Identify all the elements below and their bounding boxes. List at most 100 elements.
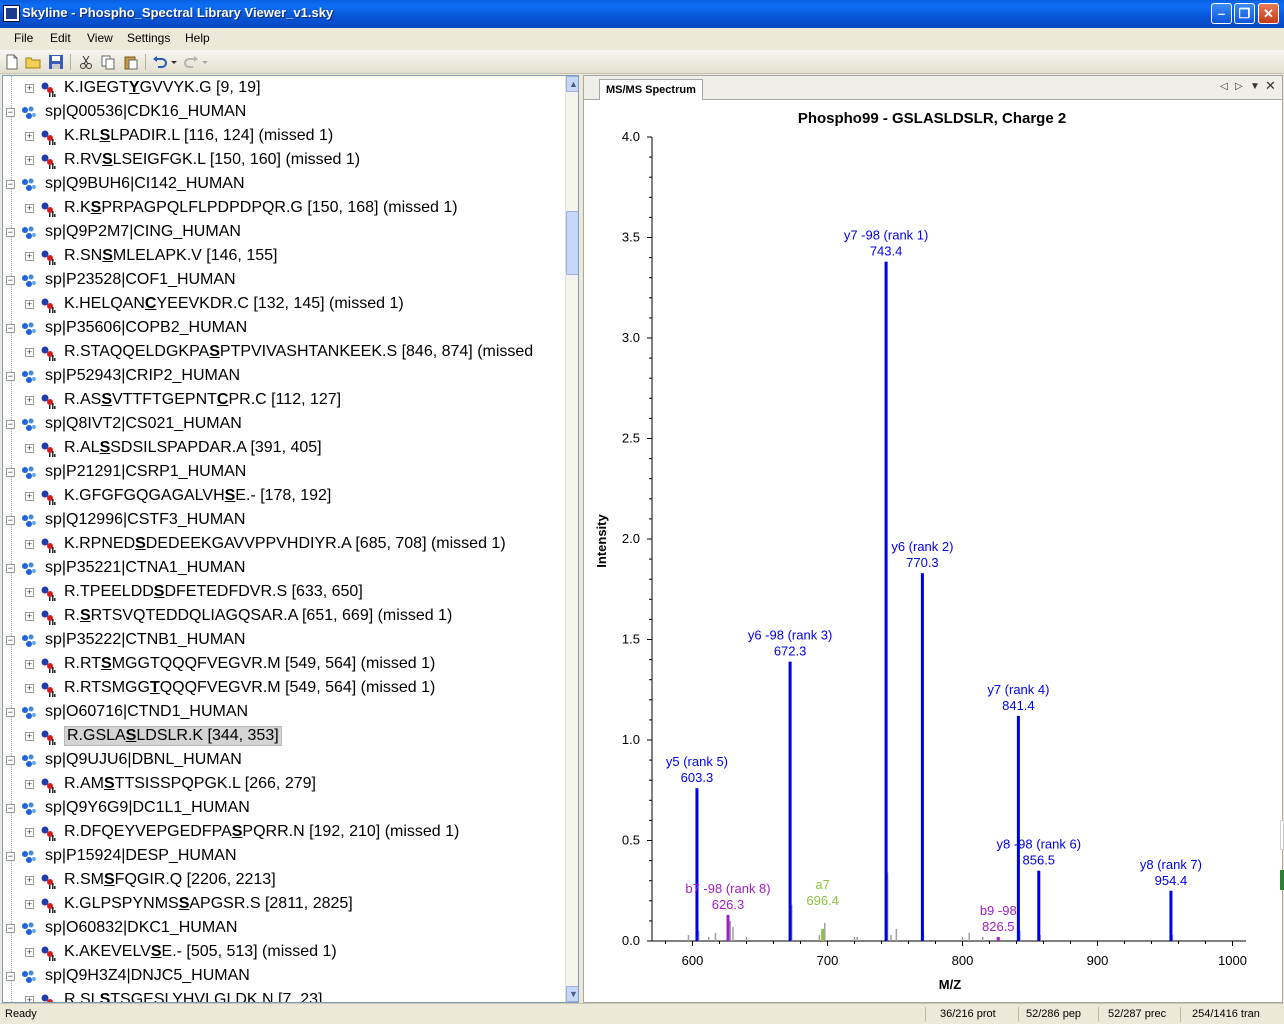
expand-icon[interactable]: +	[25, 947, 34, 957]
tree-peptide-row[interactable]: + R.TPEELDDSDFETEDFDVR.S [633, 650]	[3, 581, 563, 605]
expand-icon[interactable]: +	[25, 611, 34, 621]
tree-peptide-row[interactable]: + R.ALSSDSILSPAPDAR.A [391, 405]	[3, 437, 563, 461]
spectrum-chart[interactable]: Phospho99 - GSLASLDSLR, Charge 2 0.0 0.5 1.…	[584, 101, 1282, 1001]
targets-tree[interactable]: + K.IGEGTYGVVYK.G [9, 19] − sp|Q00536|CDK16…	[2, 75, 579, 1003]
tree-protein-row[interactable]: − sp|P21291|CSRP1_HUMAN	[3, 461, 563, 485]
tab-close-icon[interactable]: ✕	[1265, 78, 1276, 93]
expand-icon[interactable]: +	[25, 347, 34, 357]
tree-protein-row[interactable]: − sp|Q9Y6G9|DC1L1_HUMAN	[3, 797, 563, 821]
collapse-icon[interactable]: −	[6, 635, 15, 645]
collapse-icon[interactable]: −	[6, 803, 15, 813]
copy-icon[interactable]	[100, 54, 116, 70]
tree-peptide-row[interactable]: + R.AMSTTSISSPQPGK.L [266, 279]	[3, 773, 563, 797]
pane-splitter[interactable]	[579, 75, 583, 1003]
collapse-icon[interactable]: −	[6, 323, 15, 333]
tree-protein-row[interactable]: − sp|Q8IVT2|CS021_HUMAN	[3, 413, 563, 437]
tree-peptide-row[interactable]: + R.SNSMLELAPK.V [146, 155]	[3, 245, 563, 269]
expand-icon[interactable]: +	[25, 683, 34, 693]
undo-dropdown-icon[interactable]	[170, 54, 178, 70]
collapse-icon[interactable]: −	[6, 227, 15, 237]
redo-dropdown-icon[interactable]	[201, 54, 209, 70]
tree-protein-row[interactable]: − sp|Q12996|CSTF3_HUMAN	[3, 509, 563, 533]
menu-edit[interactable]: Edit	[50, 31, 71, 45]
minimize-button[interactable]: –	[1211, 3, 1232, 24]
expand-icon[interactable]: +	[25, 779, 34, 789]
tree-peptide-row[interactable]: + K.HELQANCYEEVKDR.C [132, 145] (missed 1…	[3, 293, 563, 317]
collapse-icon[interactable]: −	[6, 851, 15, 861]
tree-peptide-row[interactable]: + R.SMSFQGIR.Q [2206, 2213]	[3, 869, 563, 893]
tree-protein-row[interactable]: − sp|Q9P2M7|CING_HUMAN	[3, 221, 563, 245]
collapse-icon[interactable]: −	[6, 755, 15, 765]
open-folder-icon[interactable]	[25, 54, 41, 70]
expand-icon[interactable]: +	[25, 131, 34, 141]
tree-peptide-row[interactable]: + K.GFGFGQGAGALVHSE.- [178, 192]	[3, 485, 563, 509]
menu-view[interactable]: View	[87, 31, 113, 45]
tree-protein-row[interactable]: − sp|P52943|CRIP2_HUMAN	[3, 365, 563, 389]
tree-protein-row[interactable]: − sp|O60716|CTND1_HUMAN	[3, 701, 563, 725]
tree-peptide-row[interactable]: + K.AKEVELVSE.- [505, 513] (missed 1)	[3, 941, 563, 965]
scroll-up-arrow-icon[interactable]: ▲	[566, 76, 578, 92]
collapse-icon[interactable]: −	[6, 971, 15, 981]
collapse-icon[interactable]: −	[6, 707, 15, 717]
collapse-icon[interactable]: −	[6, 275, 15, 285]
collapse-icon[interactable]: −	[6, 179, 15, 189]
menu-help[interactable]: Help	[185, 31, 210, 45]
close-button[interactable]: ✕	[1258, 3, 1279, 24]
tree-peptide-row[interactable]: + R.KSPRPAGPQLFLPDPDPQR.G [150, 168] (mis…	[3, 197, 563, 221]
tab-prev-icon[interactable]: ◁	[1220, 81, 1228, 92]
tree-protein-row[interactable]: − sp|P35222|CTNB1_HUMAN	[3, 629, 563, 653]
save-icon[interactable]	[48, 54, 64, 70]
expand-icon[interactable]: +	[25, 827, 34, 837]
expand-icon[interactable]: +	[25, 659, 34, 669]
cut-icon[interactable]	[78, 54, 94, 70]
expand-icon[interactable]: +	[25, 899, 34, 909]
scroll-down-arrow-icon[interactable]: ▼	[566, 986, 578, 1002]
tree-peptide-row[interactable]: + K.RLSLPADIR.L [116, 124] (missed 1)	[3, 125, 563, 149]
tree-protein-row[interactable]: − sp|P35221|CTNA1_HUMAN	[3, 557, 563, 581]
tree-peptide-row[interactable]: + K.IGEGTYGVVYK.G [9, 19]	[3, 77, 563, 101]
tree-protein-row[interactable]: − sp|Q9H3Z4|DNJC5_HUMAN	[3, 965, 563, 989]
collapse-icon[interactable]: −	[6, 515, 15, 525]
expand-icon[interactable]: +	[25, 203, 34, 213]
expand-icon[interactable]: +	[25, 155, 34, 165]
tree-peptide-row[interactable]: + R.RTSMGGTQQQFVEGVR.M [549, 564] (missed…	[3, 653, 563, 677]
tree-peptide-row[interactable]: + R.ASSVTTFTGEPNTCPR.C [112, 127]	[3, 389, 563, 413]
expand-icon[interactable]: +	[25, 443, 34, 453]
expand-icon[interactable]: +	[25, 83, 34, 93]
tree-peptide-row[interactable]: + R.RTSMGGTQQQFVEGVR.M [549, 564] (missed…	[3, 677, 563, 701]
tree-peptide-row[interactable]: + K.RPNEDSDEDEEKGAVVPPVHDIYR.A [685, 708]…	[3, 533, 563, 557]
expand-icon[interactable]: +	[25, 995, 34, 1003]
expand-icon[interactable]: +	[25, 251, 34, 261]
tree-protein-row[interactable]: − sp|Q9UJU6|DBNL_HUMAN	[3, 749, 563, 773]
tree-protein-row[interactable]: − sp|P23528|COF1_HUMAN	[3, 269, 563, 293]
collapse-icon[interactable]: −	[6, 371, 15, 381]
maximize-button[interactable]: ❐	[1234, 3, 1255, 24]
tree-peptide-row[interactable]: + R.STAQQELDGKPASPTPVIVASHTANKEEK.S [846,…	[3, 341, 563, 365]
undo-icon[interactable]	[152, 54, 168, 70]
collapse-icon[interactable]: −	[6, 419, 15, 429]
collapse-icon[interactable]: −	[6, 467, 15, 477]
expand-icon[interactable]: +	[25, 299, 34, 309]
menu-settings[interactable]: Settings	[127, 31, 171, 45]
tree-peptide-row[interactable]: + R.SLSTSGESLYHVLGLDK.N [7, 23]	[3, 989, 563, 1003]
expand-icon[interactable]: +	[25, 587, 34, 597]
collapse-icon[interactable]: −	[6, 563, 15, 573]
expand-icon[interactable]: +	[25, 875, 34, 885]
menu-file[interactable]: File	[14, 31, 34, 45]
tree-scrollbar[interactable]: ▲ ▼	[565, 76, 578, 1002]
collapse-icon[interactable]: −	[6, 107, 15, 117]
tab-msms-spectrum[interactable]: MS/MS Spectrum	[599, 79, 703, 100]
collapse-icon[interactable]: −	[6, 923, 15, 933]
new-file-icon[interactable]	[4, 54, 20, 70]
paste-icon[interactable]	[123, 54, 139, 70]
tree-peptide-row[interactable]: + R.SRTSVQTEDDQLIAGQSAR.A [651, 669] (mis…	[3, 605, 563, 629]
tree-peptide-row[interactable]: + K.GLPSPYNMSSAPGSR.S [2811, 2825]	[3, 893, 563, 917]
tree-peptide-row[interactable]: + R.GSLASLDSLR.K [344, 353]	[3, 725, 563, 749]
expand-icon[interactable]: +	[25, 395, 34, 405]
tree-peptide-row[interactable]: + R.RVSLSEIGFGK.L [150, 160] (missed 1)	[3, 149, 563, 173]
tab-next-icon[interactable]: ▷	[1235, 81, 1243, 92]
tree-protein-row[interactable]: − sp|P35606|COPB2_HUMAN	[3, 317, 563, 341]
expand-icon[interactable]: +	[25, 539, 34, 549]
tab-menu-icon[interactable]: ▼	[1250, 81, 1260, 92]
redo-icon[interactable]	[183, 54, 199, 70]
